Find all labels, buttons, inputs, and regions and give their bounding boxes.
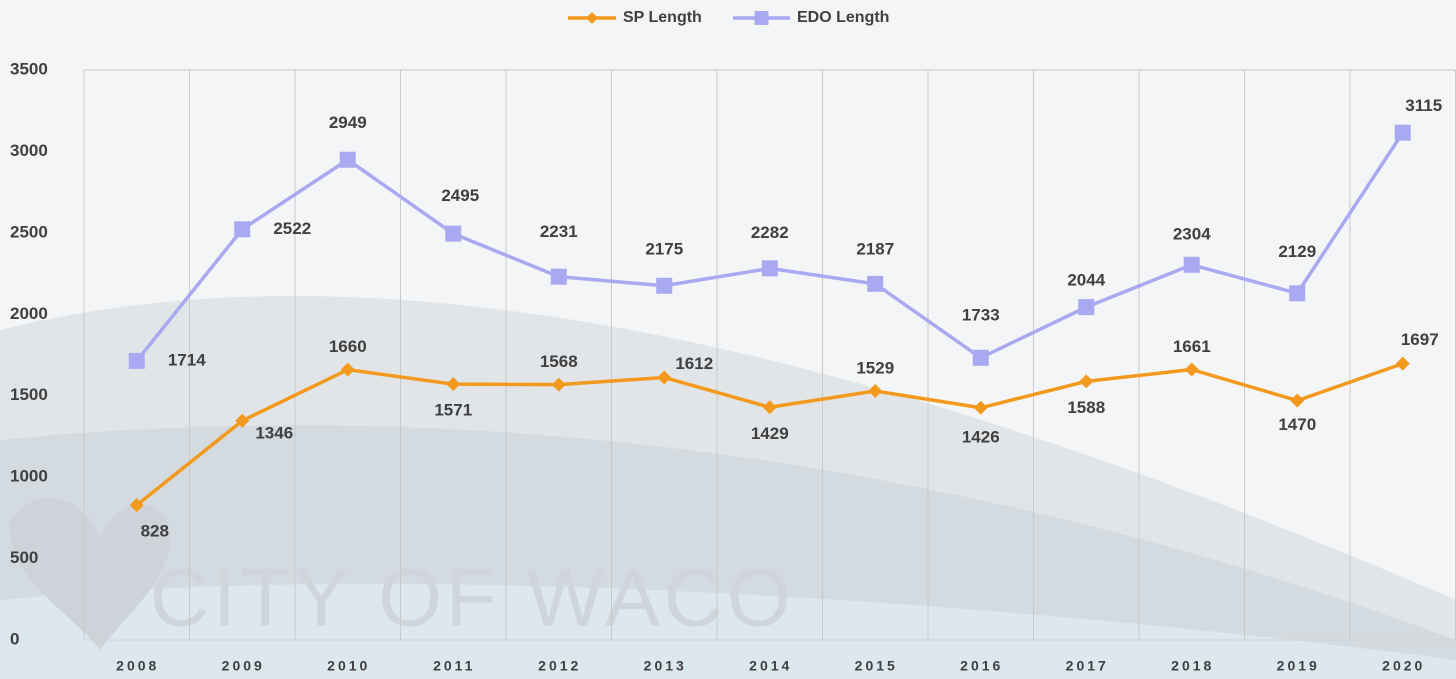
x-tick-label: 2010: [327, 658, 370, 674]
data-label: 2187: [856, 239, 894, 258]
y-tick-label: 2000: [10, 304, 48, 323]
x-tick-label: 2014: [749, 658, 792, 674]
data-label: 1733: [962, 305, 1000, 324]
x-tick-label: 2009: [222, 658, 265, 674]
marker: [867, 275, 884, 292]
marker: [1183, 256, 1200, 273]
logo: [9, 498, 171, 650]
x-tick-label: 2013: [644, 658, 687, 674]
data-label: 828: [141, 522, 169, 541]
data-label: 2231: [540, 222, 578, 241]
marker: [446, 377, 461, 392]
data-label: 3115: [1405, 96, 1442, 115]
data-label: 1660: [329, 337, 367, 356]
marker: [1184, 362, 1199, 377]
data-label: 1470: [1278, 415, 1316, 434]
swoosh: [0, 583, 1456, 679]
x-tick-label: 2012: [538, 658, 581, 674]
x-tick-label: 2019: [1277, 658, 1320, 674]
marker: [868, 383, 883, 398]
data-label: 2304: [1173, 224, 1211, 243]
marker: [972, 349, 989, 366]
data-label: 2129: [1278, 242, 1316, 261]
data-label: 1714: [168, 350, 206, 369]
x-tick-label: 2015: [855, 658, 898, 674]
data-label: 1612: [675, 354, 713, 373]
data-label: 1697: [1401, 330, 1439, 349]
data-label: 1571: [434, 401, 472, 420]
y-tick-label: 1000: [10, 467, 48, 486]
marker: [656, 277, 673, 294]
data-label: 2949: [329, 113, 367, 132]
data-label: 1661: [1173, 337, 1211, 356]
marker: [1078, 299, 1095, 316]
marker: [551, 377, 566, 392]
marker: [550, 268, 567, 285]
y-tick-label: 3500: [10, 59, 48, 78]
legend-marker: [586, 12, 598, 24]
legend-label: SP Length: [623, 9, 702, 26]
data-label: 1588: [1067, 398, 1105, 417]
y-tick-label: 0: [10, 629, 19, 648]
data-label: 1346: [255, 423, 293, 442]
marker: [1394, 124, 1411, 141]
x-tick-label: 2011: [433, 658, 475, 674]
data-label: 1429: [751, 424, 789, 443]
y-tick-label: 500: [10, 548, 38, 567]
marker: [340, 362, 355, 377]
watermark: CITY OF WACO: [150, 553, 795, 644]
data-label: 2175: [645, 239, 683, 258]
data-label: 1426: [962, 427, 1000, 446]
marker: [129, 498, 144, 513]
marker: [1395, 356, 1410, 371]
x-tick-label: 2020: [1382, 658, 1425, 674]
data-label: 2495: [441, 186, 479, 205]
marker: [339, 151, 356, 168]
marker: [657, 370, 672, 385]
x-tick-label: 2016: [960, 658, 1003, 674]
marker: [761, 260, 778, 277]
data-label: 2282: [751, 223, 789, 242]
legend-marker: [754, 11, 769, 25]
marker: [1290, 393, 1305, 408]
legend-label: EDO Length: [797, 9, 889, 26]
x-tick-label: 2008: [116, 658, 159, 674]
marker: [128, 352, 145, 369]
data-label: 2044: [1067, 271, 1105, 290]
marker: [762, 400, 777, 415]
marker: [235, 413, 250, 428]
marker: [973, 400, 988, 415]
data-label: 1568: [540, 352, 578, 371]
y-tick-label: 2500: [10, 222, 48, 241]
y-tick-label: 3000: [10, 141, 48, 160]
data-label: 2522: [273, 219, 311, 238]
marker: [234, 221, 251, 238]
x-tick-label: 2017: [1066, 658, 1109, 674]
marker: [1079, 374, 1094, 389]
data-label: 1529: [856, 358, 894, 377]
y-tick-label: 1500: [10, 385, 48, 404]
marker: [1289, 285, 1306, 302]
x-tick-label: 2018: [1171, 658, 1214, 674]
marker: [445, 225, 462, 242]
